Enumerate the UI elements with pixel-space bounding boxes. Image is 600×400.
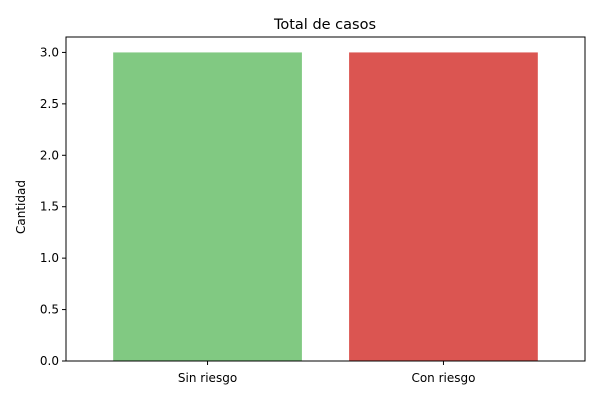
x-tick-label: Sin riesgo <box>178 371 237 385</box>
bar-con-riesgo <box>349 52 538 362</box>
y-tick-label: 3.0 <box>40 45 59 59</box>
bar-sin-riesgo <box>113 52 302 362</box>
y-tick-label: 0.5 <box>40 303 59 317</box>
y-tick-label: 1.0 <box>40 251 59 265</box>
x-tick-label: Con riesgo <box>411 371 475 385</box>
y-tick-label: 2.5 <box>40 97 59 111</box>
y-axis-label: Cantidad <box>14 180 28 234</box>
y-tick-label: 2.0 <box>40 148 59 162</box>
chart-title: Total de casos <box>273 17 376 33</box>
y-tick-label: 1.5 <box>40 200 59 214</box>
y-tick-label: 0.0 <box>40 354 59 368</box>
axes-frame <box>65 36 586 362</box>
plot-area: 0.0 0.5 1.0 1.5 2.0 2.5 3.0 Sin riesgo Con riesg… <box>40 36 586 385</box>
